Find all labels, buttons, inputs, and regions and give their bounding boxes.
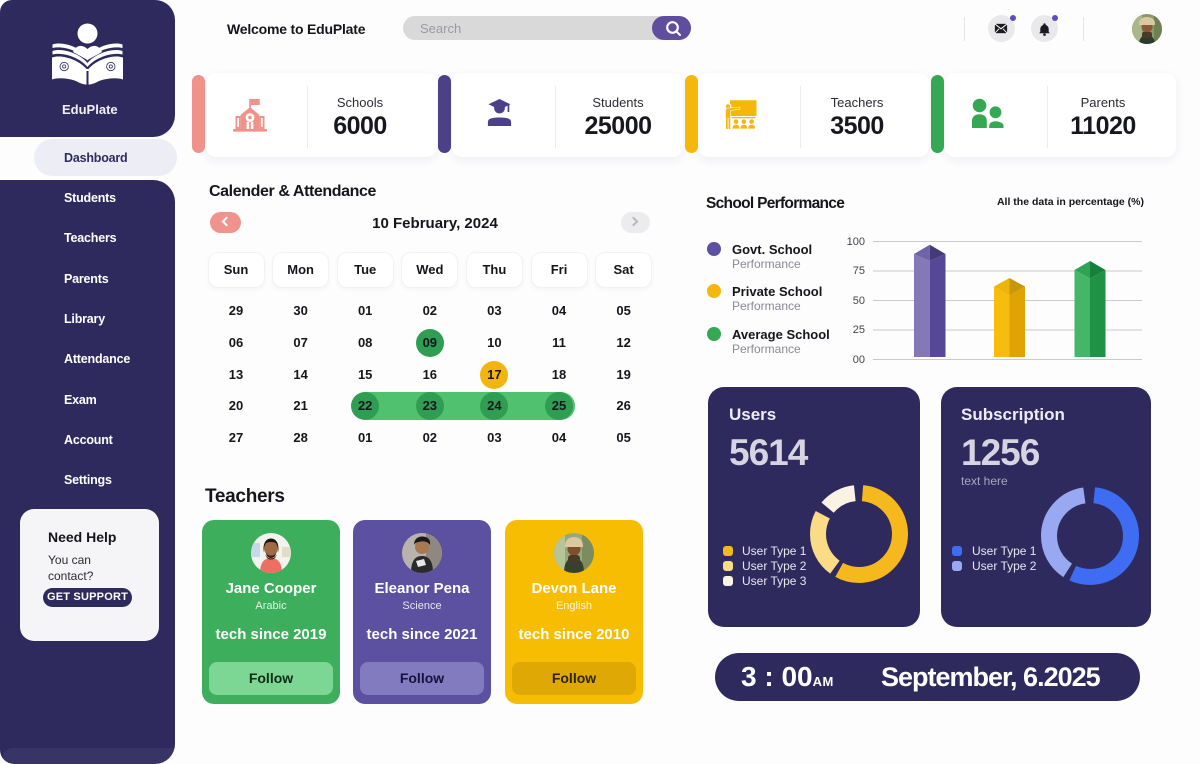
svg-text:25: 25 xyxy=(853,324,865,336)
svg-text:75: 75 xyxy=(853,265,865,277)
svg-text:100: 100 xyxy=(847,236,865,248)
svg-text:50: 50 xyxy=(853,295,865,307)
svg-text:00: 00 xyxy=(853,354,865,366)
